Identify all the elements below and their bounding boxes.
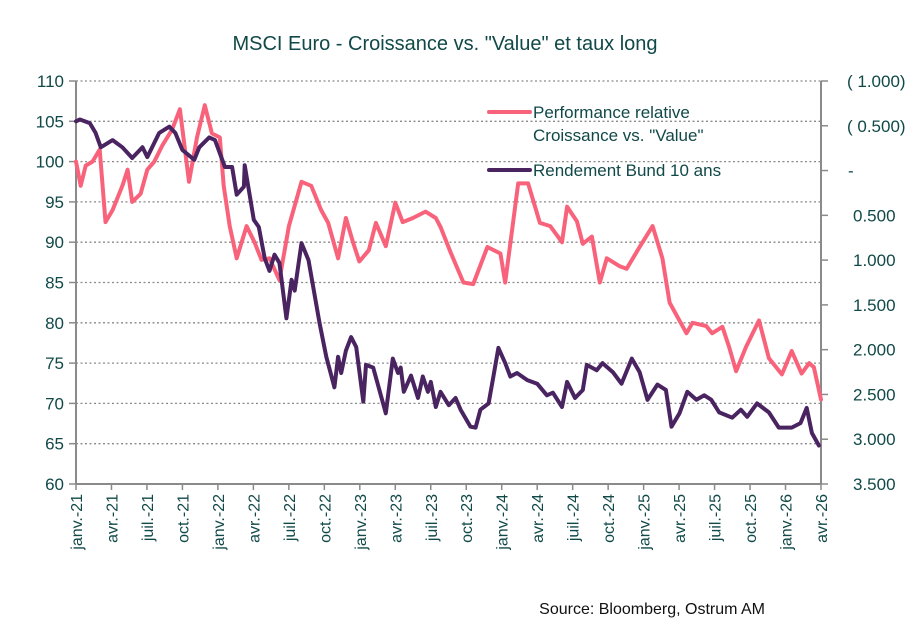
x-tick-label: janv.-24 [495,494,512,551]
x-tick-label: oct.-24 [601,494,618,543]
series-lines [74,103,823,448]
x-tick-label: juil.-25 [708,494,725,542]
y-left-tick-label: 105 [36,112,64,131]
x-tick-label: janv.-25 [637,494,654,551]
x-tick-label: oct.-25 [743,494,760,543]
y-left-tick-label: 65 [45,435,64,454]
x-tick-label: juil.-23 [424,494,441,542]
y-right-tick-label: 3.500 [853,475,896,494]
legend-label-performance-line1: Performance relative [533,103,690,122]
series-line-performance-relative [74,103,823,402]
y-left-tick-label: 70 [45,394,64,413]
legend: Performance relative Croissance vs. "Val… [487,103,721,180]
x-tick-label: oct.-23 [459,494,476,543]
x-tick-label: janv.-26 [779,494,796,551]
x-tick-label: oct.-22 [317,494,334,543]
x-tick-label: janv.-22 [211,494,228,551]
y-right-tick-label: 3.000 [853,430,896,449]
x-tick-label: avr.-21 [104,494,121,543]
x-tick-label: avr.-25 [672,494,689,543]
x-tick-label: juil.-24 [566,494,583,542]
y-right-tick-label: - [848,162,854,181]
source-note: Source: Bloomberg, Ostrum AM [539,601,765,618]
legend-label-bund: Rendement Bund 10 ans [533,161,721,180]
y-left-tick-label: 90 [45,233,64,252]
x-tick-label: janv.-21 [69,494,86,551]
y-left-tick-label: 75 [45,354,64,373]
x-tick-label: avr.-23 [388,494,405,543]
y-left-tick-label: 95 [45,193,64,212]
y-right-tick-label: ( 1.000) [847,72,906,91]
y-left-tick-label: 85 [45,274,64,293]
y-right-tick-label: 1.000 [853,251,896,270]
x-tick-label: avr.-22 [246,494,263,543]
y-left-tick-label: 80 [45,314,64,333]
y-right-tick-label: 2.000 [853,341,896,360]
y-left-tick-label: 110 [37,72,64,91]
x-tick-label: avr.-24 [530,494,547,543]
axes: 60 65 70 75 80 85 90 95 100 105 110 ( 1.000) ( 0.500… [36,72,906,551]
y-right-tick-label: 0.500 [853,206,896,225]
y-right-tick-label: 2.500 [853,385,896,404]
gridlines [76,80,821,445]
x-tick-label: juil.-21 [140,494,157,542]
x-tick-label: janv.-23 [353,494,370,551]
legend-label-performance-line2: Croissance vs. "Value" [533,126,704,145]
x-tick-label: avr.-26 [814,494,831,543]
y-right-tick-label: ( 0.500) [847,117,906,136]
y-right-tick-label: 1.500 [853,296,896,315]
y-left-tick-label: 60 [45,475,64,494]
x-tick-label: juil.-22 [282,494,299,542]
x-tick-label: oct.-21 [175,494,192,543]
y-left-tick-label: 100 [36,153,64,172]
series-line-rendement-bund [74,117,821,448]
chart-title: MSCI Euro - Croissance vs. "Value" et ta… [232,33,657,55]
